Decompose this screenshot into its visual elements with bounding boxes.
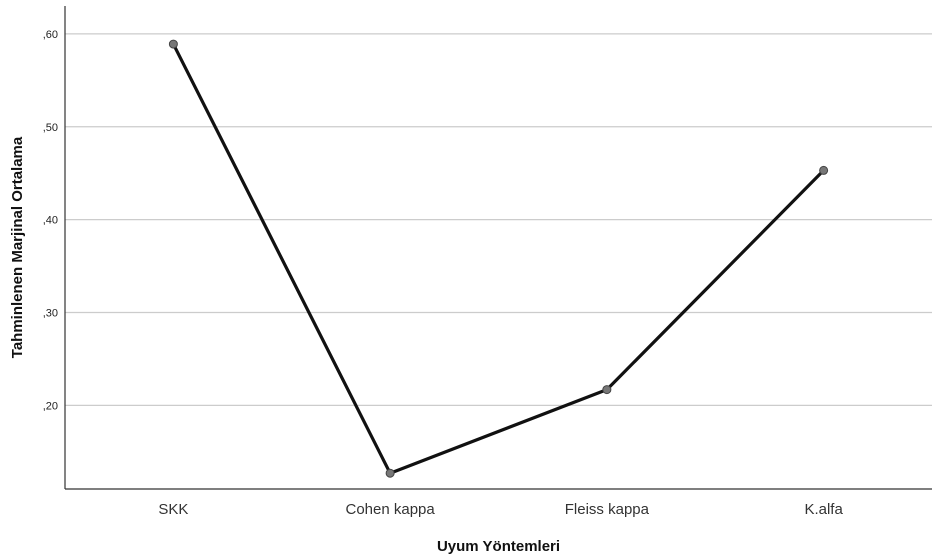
- y-tick-label: ,40: [43, 215, 58, 227]
- x-tick-label: SKK: [158, 501, 188, 518]
- y-axis-title: Tahminlenen Marjinal Ortalama: [9, 136, 26, 358]
- data-point: [602, 385, 612, 395]
- data-point: [168, 39, 178, 49]
- x-tick-label: Cohen kappa: [346, 501, 436, 518]
- y-tick-label: ,60: [43, 29, 58, 41]
- axes: [64, 6, 932, 490]
- y-tick-label: ,20: [43, 400, 58, 412]
- y-tick-label: ,50: [43, 122, 58, 134]
- y-tick-label: ,30: [43, 308, 58, 320]
- series-line: [171, 43, 825, 475]
- grid-lines: [65, 33, 932, 407]
- x-tick-labels: SKK Cohen kappa Fleiss kappa K.alfa: [158, 501, 843, 518]
- x-tick-label: Fleiss kappa: [565, 501, 650, 518]
- series: [168, 39, 829, 478]
- x-tick-label: K.alfa: [804, 501, 843, 518]
- data-point: [385, 468, 395, 478]
- data-point: [819, 165, 829, 175]
- x-axis-title: Uyum Yöntemleri: [437, 538, 560, 555]
- y-tick-labels: ,20 ,30 ,40 ,50 ,60: [43, 29, 58, 413]
